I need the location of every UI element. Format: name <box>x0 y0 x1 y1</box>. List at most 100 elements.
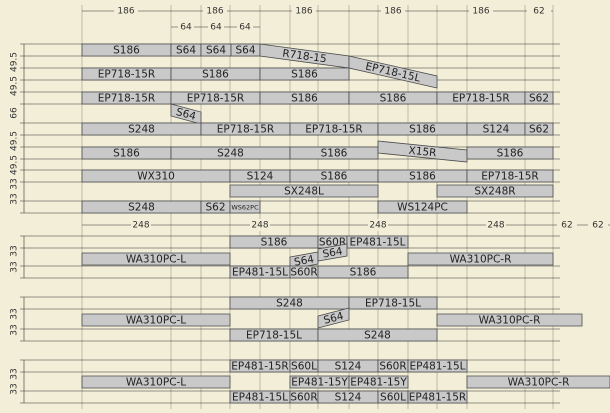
track-piece: S186 <box>259 91 350 105</box>
piece-shape <box>289 146 379 160</box>
dimension-label: 248 <box>132 221 149 231</box>
dim-bg <box>237 21 253 33</box>
piece-shape <box>81 313 231 327</box>
piece-label: S248 <box>128 202 155 214</box>
piece-shape <box>317 307 350 329</box>
piece-shape <box>317 265 409 279</box>
track-piece: EP481-15Y <box>348 375 409 389</box>
piece-shape <box>407 252 554 266</box>
dimension-label: 62 <box>533 7 544 17</box>
track-piece: S186 <box>289 169 379 183</box>
piece-label: EP481-15L <box>232 267 288 279</box>
track-piece: S124 <box>317 390 379 404</box>
dimension-label: 33 <box>10 308 20 319</box>
piece-shape <box>81 252 231 266</box>
piece-shape <box>348 55 438 89</box>
track-piece: S60R <box>289 265 319 279</box>
dimension-label: 33 <box>10 324 20 335</box>
piece-shape <box>466 146 554 160</box>
track-piece: S64 <box>317 243 348 262</box>
piece-label: EP481-15Y <box>350 377 407 389</box>
track-piece: EP718-15R <box>170 91 261 105</box>
piece-label: S64 <box>235 45 255 57</box>
piece-shape <box>524 122 554 136</box>
piece-label: EP718-15R <box>98 93 155 105</box>
piece-shape <box>377 200 468 214</box>
track-piece: S124 <box>229 169 291 183</box>
track-piece: S186 <box>348 91 438 105</box>
track-piece: S64 <box>170 43 202 57</box>
dimension-label: 186 <box>206 7 223 17</box>
track-piece: S124 <box>466 122 526 136</box>
piece-label: S62 <box>529 93 549 105</box>
piece-label: S64 <box>206 45 226 57</box>
piece-label: S60L <box>291 361 317 373</box>
piece-label: EP481-15R <box>231 361 288 373</box>
track-piece: WX310 <box>81 169 231 183</box>
piece-label: WS124PC <box>397 202 448 214</box>
track-piece: WA310PC-R <box>407 252 554 266</box>
dimension-label: 248 <box>369 221 386 231</box>
dimension-label: 33 <box>10 193 20 204</box>
piece-label: S124 <box>247 171 274 183</box>
dim-bg <box>368 219 388 231</box>
piece-label: WA310PC-R <box>450 254 512 266</box>
piece-shape <box>377 140 468 163</box>
piece-label: S186 <box>113 45 140 57</box>
piece-label: WA310PC-R <box>479 315 541 327</box>
dim-bg <box>131 219 151 231</box>
piece-shape <box>466 169 554 183</box>
piece-label: S186 <box>409 171 436 183</box>
piece-label: S62 <box>205 202 225 214</box>
piece-label: S248 <box>217 148 244 160</box>
piece-label: S186 <box>380 93 407 105</box>
piece-label: S186 <box>497 148 524 160</box>
piece-label: EP718-15L <box>365 298 421 310</box>
piece-label: EP481-15L <box>409 361 465 373</box>
piece-shape <box>348 296 438 310</box>
piece-label: EP718-15R <box>187 93 244 105</box>
piece-label: S248 <box>276 298 303 310</box>
track-piece: EP718-15R <box>436 91 526 105</box>
track-piece: S60L <box>289 359 319 373</box>
track-piece: EP718-15R <box>466 169 554 183</box>
dim-bg <box>469 5 493 17</box>
piece-label: X15R <box>408 145 437 160</box>
piece-label: EP718-15R <box>481 171 538 183</box>
track-piece: S60R <box>289 390 319 404</box>
piece-label: S64 <box>322 310 345 327</box>
track-piece: EP718-15R <box>289 122 379 136</box>
dim-bg <box>178 21 194 33</box>
track-piece: S248 <box>229 296 350 310</box>
track-piece: S186 <box>170 67 261 81</box>
piece-label: S186 <box>261 237 288 249</box>
track-piece: S248 <box>317 328 438 342</box>
track-piece: S186 <box>466 146 554 160</box>
piece-label: S124 <box>335 392 362 404</box>
piece-label: WA310PC-L <box>126 315 186 327</box>
piece-label: S186 <box>291 93 318 105</box>
dim-bg <box>250 219 270 231</box>
dimension-label: 186 <box>117 7 134 17</box>
track-piece: S62 <box>524 122 554 136</box>
track-piece: WA310PC-R <box>436 313 583 327</box>
dimension-label: 66 <box>10 107 20 119</box>
dimension-label: 49.5 <box>10 155 20 175</box>
dim-bg <box>486 219 506 231</box>
track-piece: EP481-15L <box>407 359 468 373</box>
dim-bg <box>292 5 316 17</box>
track-piece: EP481-15R <box>407 390 468 404</box>
track-piece: S186 <box>317 265 409 279</box>
piece-label: EP718-15L <box>246 330 302 342</box>
track-piece: S186 <box>81 146 172 160</box>
dimension-label: 33 <box>10 368 20 379</box>
piece-shape <box>259 67 350 81</box>
track-piece: EP481-15L <box>346 235 409 249</box>
track-piece: S186 <box>259 67 350 81</box>
track-piece: S186 <box>81 43 172 57</box>
piece-shape <box>407 359 468 373</box>
piece-label: S186 <box>321 148 348 160</box>
piece-label: S64 <box>176 45 196 57</box>
piece-shape <box>81 375 231 389</box>
track-piece: S248 <box>81 200 202 214</box>
